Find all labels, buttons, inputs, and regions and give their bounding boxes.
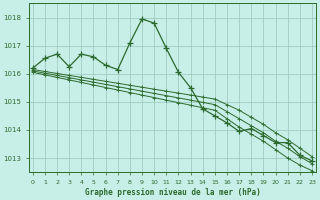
X-axis label: Graphe pression niveau de la mer (hPa): Graphe pression niveau de la mer (hPa) <box>84 188 260 197</box>
